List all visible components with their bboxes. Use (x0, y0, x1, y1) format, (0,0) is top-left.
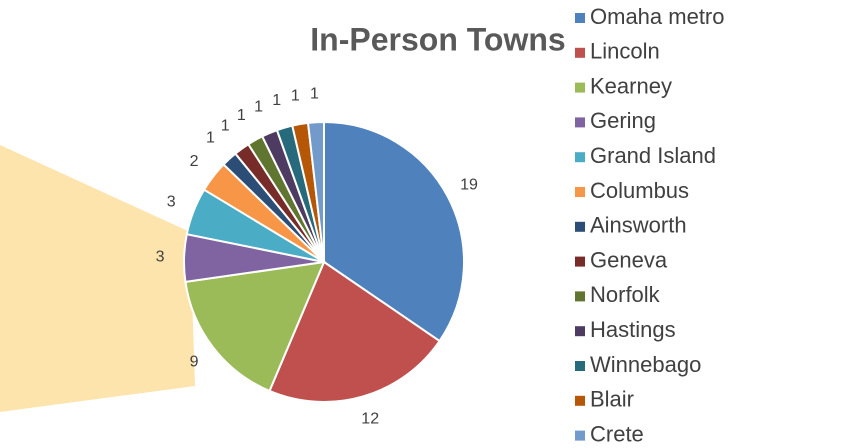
legend-label: Norfolk (590, 282, 661, 307)
legend-label: Gering (590, 108, 656, 133)
legend-label: Crete (590, 421, 644, 446)
legend-swatch (575, 187, 585, 197)
legend-label: Geneva (590, 247, 668, 272)
pie-slice (306, 120, 325, 263)
chart-title: In-Person Towns (310, 21, 565, 57)
pie-slice (268, 260, 441, 403)
callout-shape (0, 145, 195, 412)
data-label: 2 (190, 153, 199, 170)
data-label: 1 (221, 117, 230, 134)
data-label: 9 (190, 353, 199, 370)
legend-swatch (575, 13, 585, 23)
legend-label: Winnebago (590, 352, 701, 377)
legend-swatch (575, 361, 585, 371)
legend-label: Omaha metro (590, 4, 725, 29)
pie-slice (184, 260, 326, 393)
legend-swatch (575, 82, 585, 93)
data-label: 1 (237, 107, 246, 124)
legend-label: Hastings (590, 317, 676, 342)
data-label: 12 (361, 411, 379, 428)
legend-swatch (575, 430, 585, 441)
data-label: 3 (167, 194, 176, 211)
data-label: 1 (254, 98, 263, 115)
legend-label: Lincoln (590, 39, 660, 64)
legend-label: Columbus (590, 178, 689, 203)
legend-swatch (575, 326, 585, 337)
data-label: 1 (310, 85, 319, 102)
legend-label: Blair (590, 387, 634, 412)
legend-swatch (575, 291, 585, 302)
data-label: 3 (156, 249, 165, 266)
legend-swatch (575, 47, 585, 58)
data-label: 1 (272, 92, 281, 109)
legend-swatch (575, 221, 585, 232)
legend-label: Grand Island (590, 143, 716, 168)
data-label: 1 (206, 129, 215, 146)
legend-label: Ainsworth (590, 213, 687, 238)
legend-swatch (575, 152, 585, 163)
legend-label: Kearney (590, 73, 672, 98)
data-label: 19 (460, 177, 478, 194)
legend-swatch (575, 117, 585, 128)
legend-swatch (575, 256, 585, 267)
legend-swatch (575, 395, 585, 406)
data-label: 1 (291, 88, 300, 105)
pie-slice (323, 120, 465, 343)
